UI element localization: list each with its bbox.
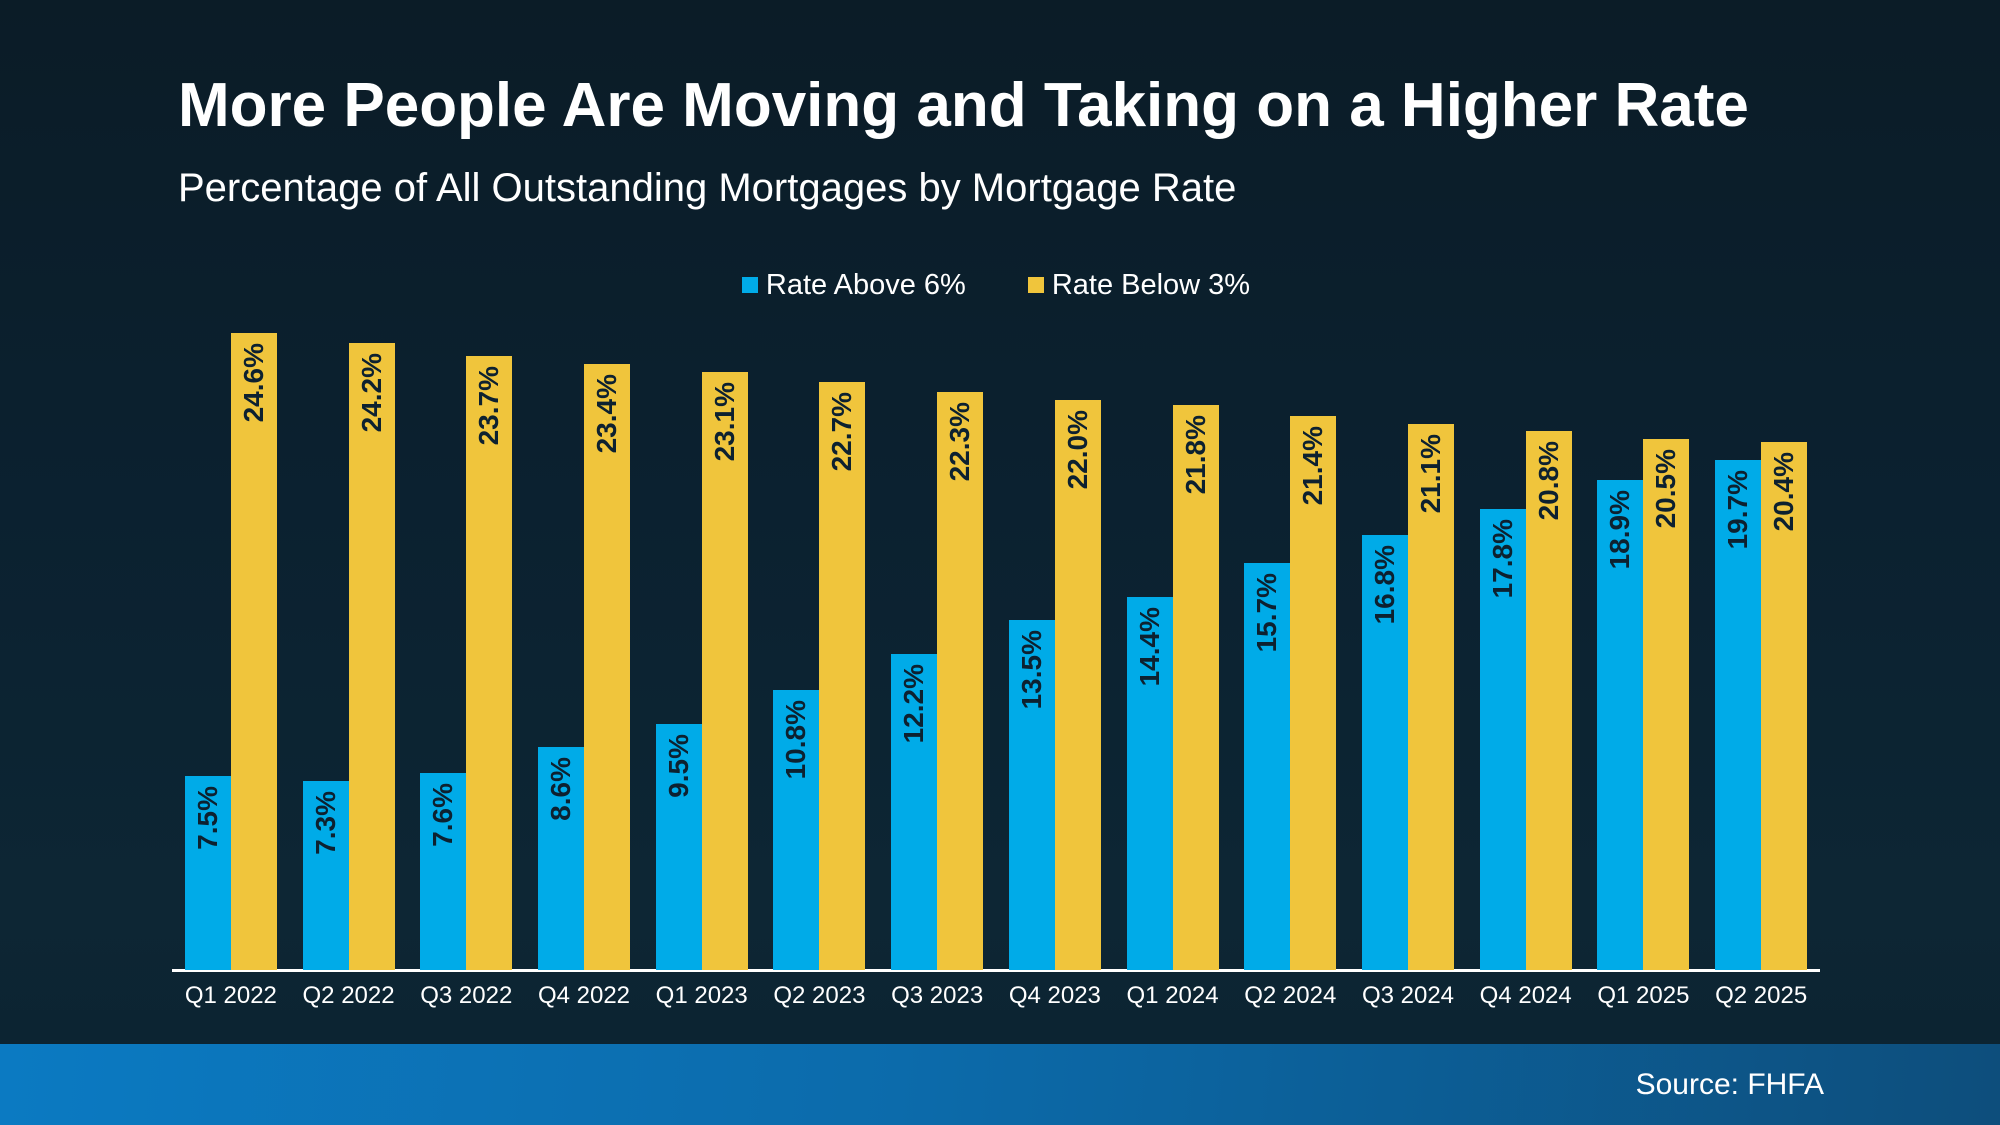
bar-value-label: 15.7% [1251, 573, 1283, 653]
legend-item-rate-above-6: Rate Above 6% [741, 268, 966, 302]
legend-item-rate-below-3: Rate Below 3% [1027, 268, 1251, 302]
x-axis-label: Q2 2023 [773, 982, 866, 1009]
bar-rate-below-3: 21.4% [1290, 416, 1337, 970]
bar-rate-below-3: 22.0% [1054, 400, 1101, 970]
bar-value-label: 21.8% [1179, 415, 1211, 495]
bar-value-label: 18.9% [1604, 490, 1636, 570]
legend-label: Rate Above 6% [765, 268, 966, 301]
legend-swatch-yellow-icon [1027, 277, 1044, 293]
bar-value-label: 22.7% [826, 392, 858, 472]
bar-rate-above-6: 7.6% [420, 773, 467, 970]
bar-value-label: 24.2% [355, 353, 387, 433]
bar-value-label: 9.5% [662, 734, 694, 798]
x-axis-label: Q4 2024 [1479, 982, 1572, 1009]
bar-rate-below-3: 20.5% [1643, 439, 1690, 970]
bar-value-label: 23.4% [591, 374, 622, 454]
bar-rate-below-3: 23.1% [701, 372, 748, 970]
x-axis-label: Q1 2022 [184, 982, 277, 1009]
source-attribution: Source: FHFA [1635, 1067, 1824, 1101]
bar-value-label: 14.4% [1133, 607, 1165, 687]
x-axis-label: Q4 2023 [1008, 982, 1101, 1009]
bar-rate-below-3: 22.3% [937, 392, 984, 970]
chart-legend: Rate Above 6% Rate Below 3% [172, 266, 1820, 304]
bar-value-label: 23.7% [473, 366, 505, 446]
bar-rate-above-6: 19.7% [1715, 460, 1762, 970]
bar-value-label: 21.1% [1415, 434, 1446, 514]
bar-rate-above-6: 14.4% [1126, 597, 1173, 970]
bar-rate-above-6: 16.8% [1362, 535, 1408, 970]
bar-rate-above-6: 7.3% [302, 781, 349, 970]
bar-rate-below-3: 20.4% [1761, 442, 1808, 970]
source-footer-bar: Source: FHFA [0, 1044, 2000, 1125]
bar-value-label: 8.6% [545, 757, 576, 821]
bar-value-label: 10.8% [780, 700, 812, 780]
bar-value-label: 19.7% [1722, 470, 1754, 550]
bar-value-label: 16.8% [1369, 545, 1400, 625]
bar-value-label: 7.6% [427, 783, 459, 847]
bar-value-label: 23.1% [708, 382, 740, 462]
bar-rate-above-6: 8.6% [538, 747, 584, 970]
bar-rate-above-6: 12.2% [891, 654, 938, 970]
x-axis-baseline [172, 969, 1820, 972]
x-axis-label: Q1 2024 [1126, 982, 1219, 1009]
bar-rate-below-3: 20.8% [1525, 431, 1572, 970]
bar-value-label: 7.3% [309, 791, 341, 855]
bar-value-label: 20.8% [1532, 441, 1564, 521]
bar-rate-above-6: 13.5% [1008, 620, 1055, 970]
page-title: More People Are Moving and Taking on a H… [178, 71, 1749, 140]
bar-rate-below-3: 23.7% [466, 356, 513, 970]
page-subtitle: Percentage of All Outstanding Mortgages … [178, 166, 1237, 210]
bar-value-label: 17.8% [1486, 519, 1518, 599]
bar-value-label: 21.4% [1297, 426, 1329, 506]
bar-rate-below-3: 21.8% [1172, 405, 1219, 970]
legend-label: Rate Below 3% [1051, 268, 1251, 301]
x-axis-label: Q3 2022 [420, 982, 513, 1009]
bar-rate-below-3: 22.7% [819, 382, 866, 970]
bar-value-label: 12.2% [898, 664, 930, 744]
bar-rate-above-6: 9.5% [655, 724, 702, 970]
x-axis-label: Q2 2022 [302, 982, 395, 1009]
bar-value-label: 7.5% [191, 786, 223, 850]
bar-rate-above-6: 10.8% [773, 690, 820, 970]
bar-rate-above-6: 17.8% [1479, 509, 1526, 970]
bar-value-label: 13.5% [1015, 630, 1047, 710]
bar-rate-below-3: 24.2% [348, 343, 395, 970]
bar-value-label: 20.5% [1650, 449, 1682, 529]
bar-rate-below-3: 23.4% [584, 364, 630, 970]
x-axis-label: Q3 2024 [1361, 982, 1455, 1009]
x-axis-label: Q3 2023 [891, 982, 984, 1009]
x-axis-label: Q2 2025 [1715, 982, 1808, 1009]
bar-rate-above-6: 18.9% [1597, 480, 1644, 970]
bar-rate-above-6: 15.7% [1244, 563, 1291, 970]
bar-rate-above-6: 7.5% [184, 776, 231, 970]
legend-swatch-blue-icon [741, 277, 758, 293]
bar-rate-below-3: 21.1% [1408, 424, 1454, 970]
bar-rate-below-3: 24.6% [230, 333, 277, 970]
bar-value-label: 22.0% [1061, 410, 1093, 490]
x-axis-label: Q2 2024 [1244, 982, 1337, 1009]
x-axis-label: Q4 2022 [537, 982, 631, 1009]
x-axis-label: Q1 2023 [655, 982, 748, 1009]
bar-value-label: 24.6% [237, 343, 269, 423]
x-axis-label: Q1 2025 [1597, 982, 1690, 1009]
bar-value-label: 22.3% [944, 402, 976, 482]
bar-value-label: 20.4% [1768, 452, 1800, 532]
